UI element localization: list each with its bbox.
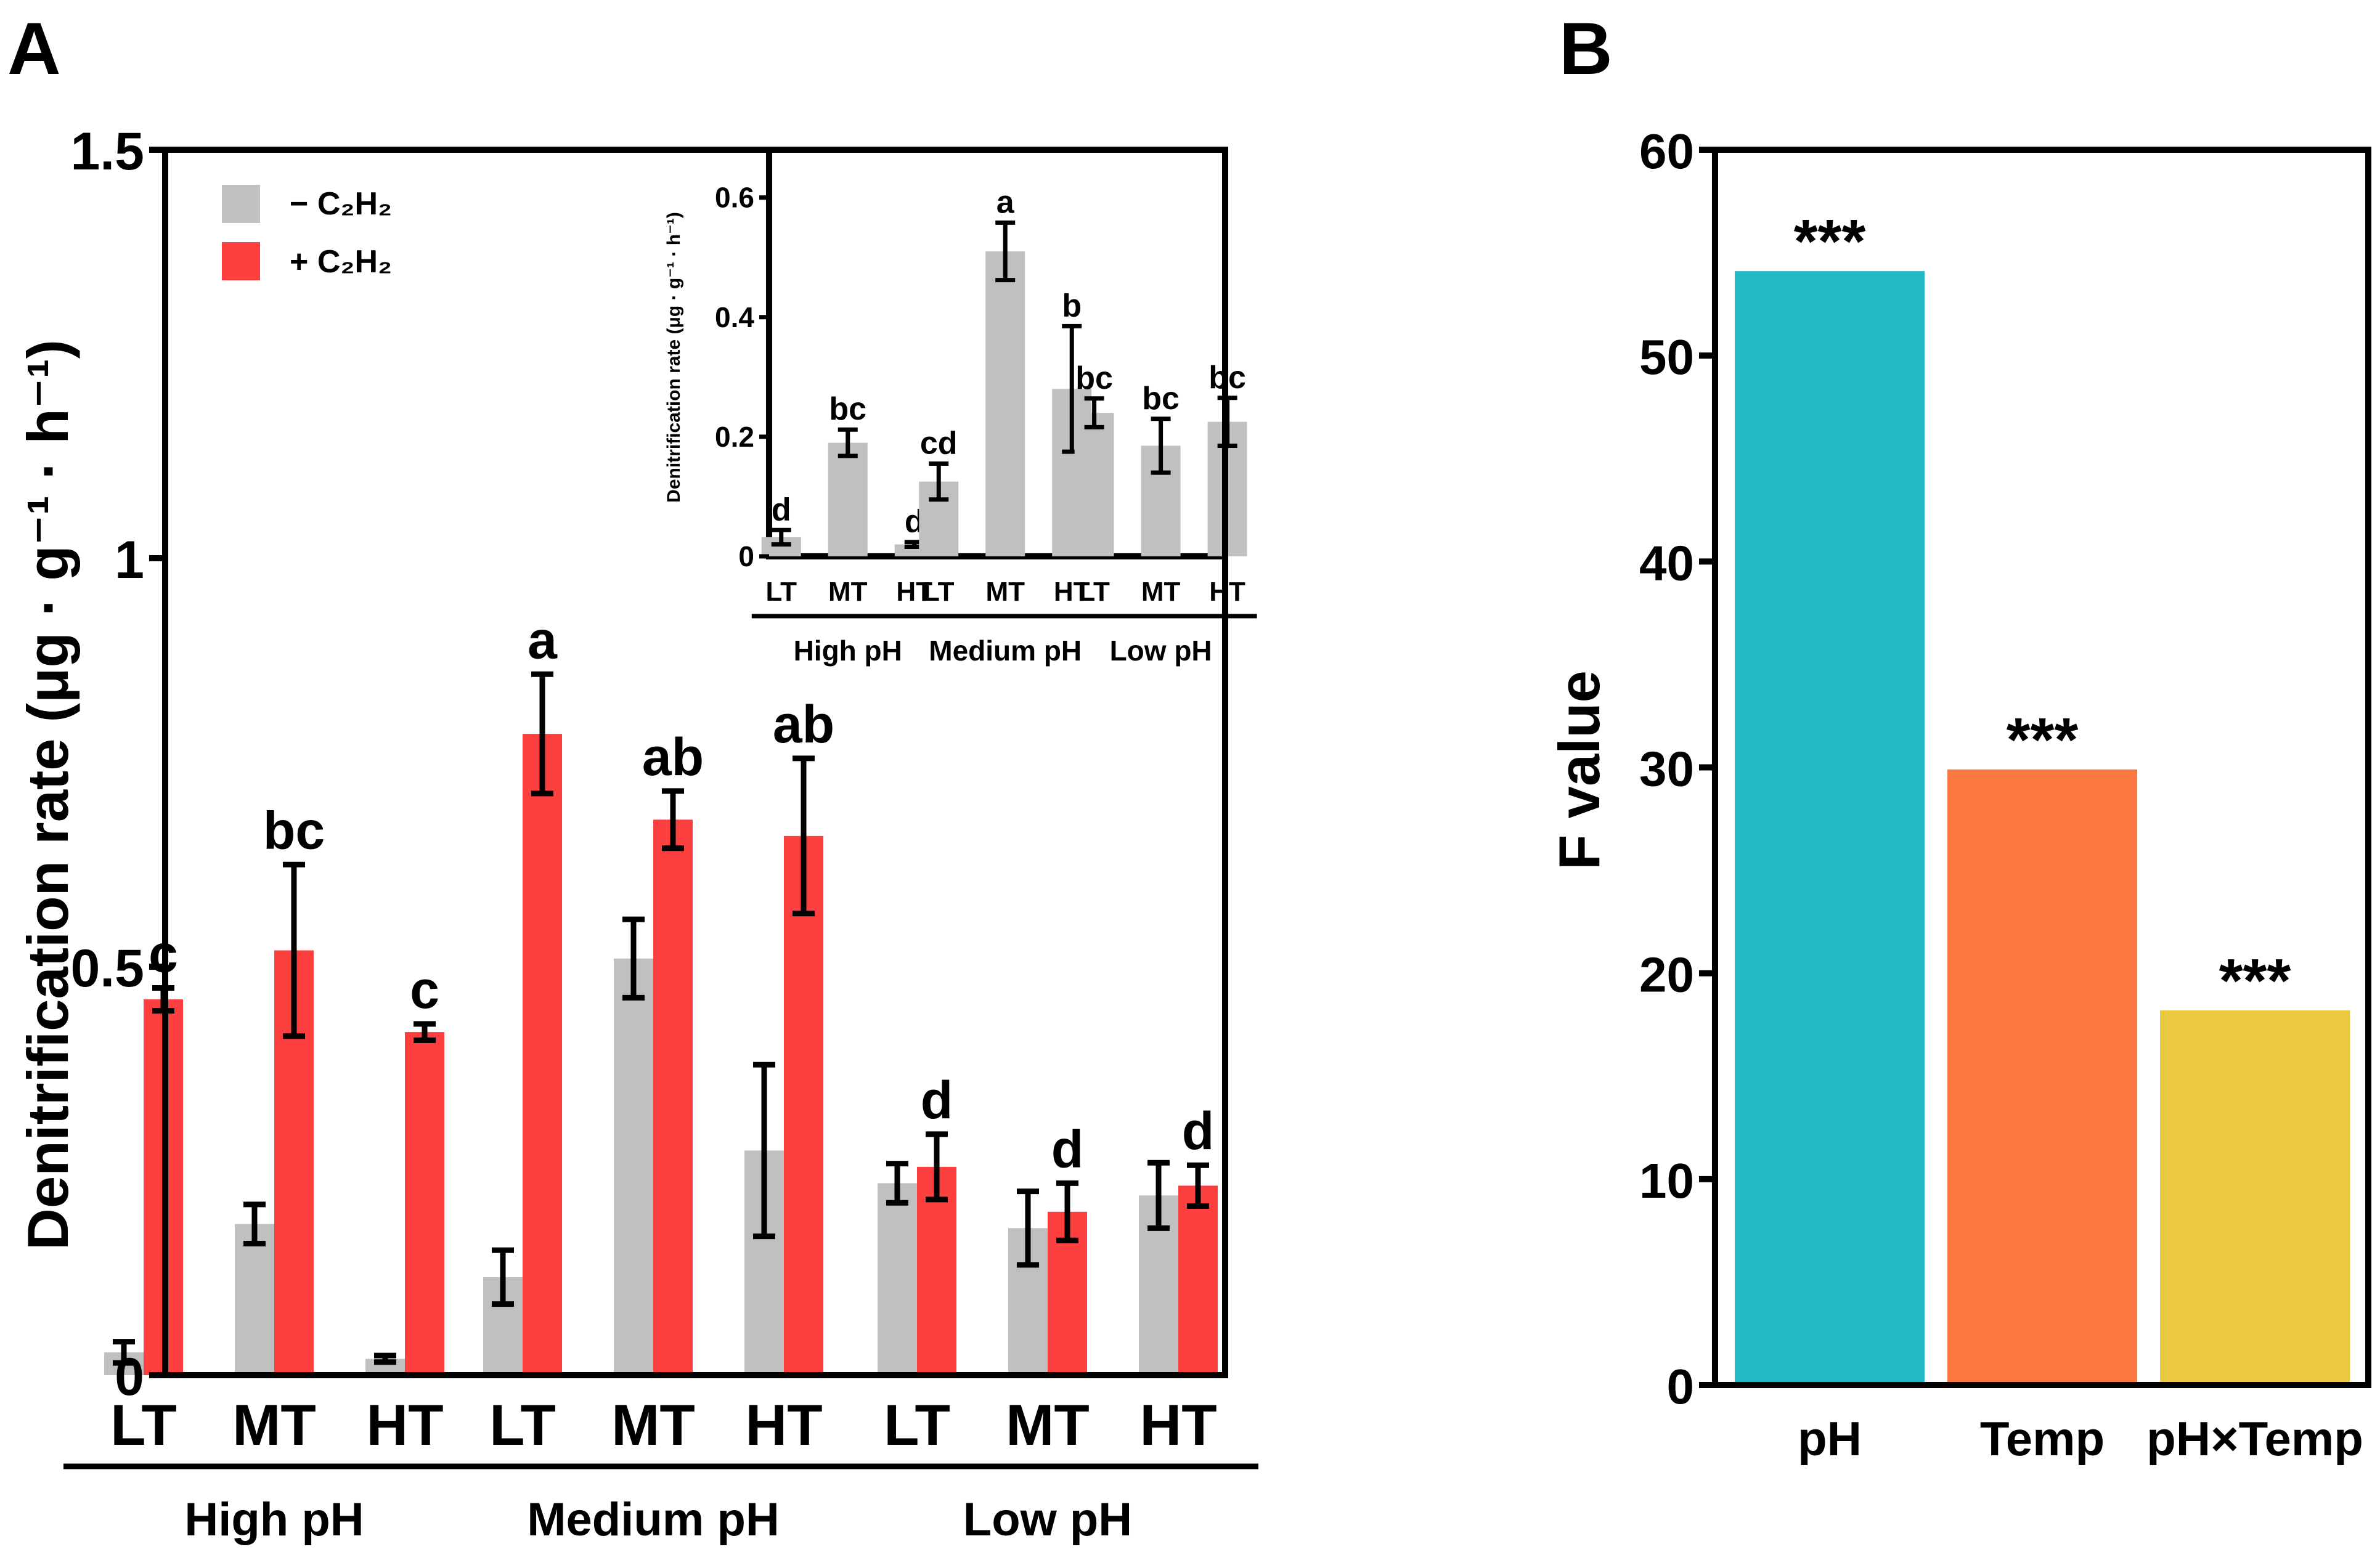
significance-letter: d <box>1182 1102 1215 1161</box>
legend-swatch-plus <box>222 242 260 280</box>
chart-a-legend: − C₂H₂ + C₂H₂ <box>222 185 392 280</box>
y-tick-label: 20 <box>1639 948 1694 1002</box>
bar-plus-c2h2 <box>405 1032 444 1375</box>
inset-x-tick-label: MT <box>985 577 1025 607</box>
y-tick-label: 10 <box>1639 1153 1694 1208</box>
inset-x-tick-label: MT <box>828 577 868 607</box>
inset-y-tick-label: 0.4 <box>715 301 754 333</box>
x-tick-label: LT <box>110 1392 177 1457</box>
significance-stars: *** <box>1794 207 1866 276</box>
y-tick-label: 1.5 <box>70 122 144 181</box>
significance-letter: d <box>921 1071 953 1130</box>
x-tick-label: pH×Temp <box>2146 1412 2363 1466</box>
y-tick-label: 0.5 <box>70 939 144 998</box>
x-tick-label: HT <box>1139 1392 1216 1457</box>
legend-swatch-minus <box>222 185 260 223</box>
x-tick-label: Temp <box>1980 1412 2105 1466</box>
bar-minus-c2h2 <box>235 1224 274 1375</box>
significance-letter: bc <box>263 801 325 860</box>
x-tick-label: MT <box>1006 1392 1090 1457</box>
inset-y-tick-label: 0.6 <box>715 182 754 214</box>
x-tick-label: MT <box>611 1392 695 1457</box>
inset-bar <box>1074 413 1114 556</box>
bar-f-value <box>1735 271 1925 1385</box>
inset-bar <box>985 251 1025 556</box>
bar-f-value <box>1947 769 2137 1385</box>
inset-x-tick-label: HT <box>896 577 932 607</box>
bar-plus-c2h2 <box>653 819 693 1375</box>
inset-letter: bc <box>1075 360 1113 396</box>
significance-stars: *** <box>2007 705 2079 774</box>
y-tick-label: 1 <box>115 530 144 590</box>
bar-minus-c2h2 <box>614 958 653 1375</box>
y-tick-label: 0 <box>1667 1359 1695 1414</box>
y-tick-label: 40 <box>1639 535 1694 590</box>
x-tick-label: LT <box>884 1392 950 1457</box>
group-label: High pH <box>184 1493 364 1546</box>
x-tick-label: pH <box>1798 1412 1862 1466</box>
inset-y-tick-label: 0 <box>738 540 754 572</box>
chart-a-inset: Denitrification rate (μg · g⁻¹ · h⁻¹) d L… <box>664 147 1257 667</box>
chart-a: Denitrification rate (μg · g⁻¹ · h⁻¹) c L… <box>15 122 1258 1546</box>
chart-b-ylabel: F value <box>1547 670 1612 870</box>
significance-letter: ab <box>642 728 704 787</box>
group-label: Low pH <box>963 1493 1132 1546</box>
significance-letter: c <box>410 961 439 1020</box>
chart-b-bars: *** pH *** Temp *** pH×Temp <box>1735 207 2363 1466</box>
inset-letter: bc <box>1142 381 1180 416</box>
panel-b-label: B <box>1559 7 1613 90</box>
inset-ylabel: Denitrification rate (μg · g⁻¹ · h⁻¹) <box>664 212 684 503</box>
inset-group-label: Low pH <box>1110 635 1212 667</box>
inset-letter: b <box>1062 288 1082 323</box>
y-tick-label: 0 <box>115 1347 144 1407</box>
chart-a-frame <box>162 147 1228 1378</box>
y-tick-label: 30 <box>1639 742 1694 797</box>
significance-letter: ab <box>773 695 834 754</box>
inset-group-label: High pH <box>794 635 902 667</box>
inset-letter: a <box>996 184 1015 220</box>
x-tick-label: HT <box>745 1392 822 1457</box>
inset-y-tick-label: 0.2 <box>715 421 754 453</box>
bar-plus-c2h2 <box>1178 1185 1218 1375</box>
inset-x-tick-label: HT <box>1054 577 1090 607</box>
inset-letter: bc <box>829 391 866 427</box>
significance-stars: *** <box>2219 946 2291 1015</box>
bar-minus-c2h2 <box>878 1183 917 1375</box>
y-tick-label: 60 <box>1639 124 1694 179</box>
x-tick-label: HT <box>366 1392 443 1457</box>
legend-label-minus: − C₂H₂ <box>290 186 392 222</box>
x-tick-label: LT <box>489 1392 556 1457</box>
bar-f-value <box>2160 1010 2350 1385</box>
panel-a-label: A <box>7 7 61 90</box>
inset-x-tick-label: LT <box>765 577 797 607</box>
legend-label-plus: + C₂H₂ <box>290 244 392 280</box>
significance-letter: d <box>1051 1119 1084 1179</box>
inset-bar <box>828 442 868 556</box>
chart-a-ylabel: Denitrification rate (μg · g⁻¹ · h⁻¹) <box>15 339 80 1250</box>
inset-group-label: Medium pH <box>929 635 1082 667</box>
x-tick-label: MT <box>232 1392 316 1457</box>
group-label: Medium pH <box>527 1493 780 1546</box>
chart-b: F value *** pH *** Temp *** pH×Temp 0 10 20 30 40… <box>1547 124 2371 1466</box>
y-tick-label: 50 <box>1639 330 1694 384</box>
inset-x-tick-label: MT <box>1141 577 1181 607</box>
chart-b-axes: 0 10 20 30 40 50 60 <box>1639 124 2371 1414</box>
inset-x-tick-label: LT <box>1078 577 1110 607</box>
chart-a-axes: 0 0.5 1 1.5 <box>70 122 1228 1407</box>
inset-letter: d <box>772 492 791 527</box>
bar-plus-c2h2 <box>784 835 823 1375</box>
inset-x-tick-label: LT <box>923 577 955 607</box>
inset-letter: cd <box>920 426 958 461</box>
bar-plus-c2h2 <box>523 734 562 1375</box>
significance-letter: a <box>528 611 558 670</box>
